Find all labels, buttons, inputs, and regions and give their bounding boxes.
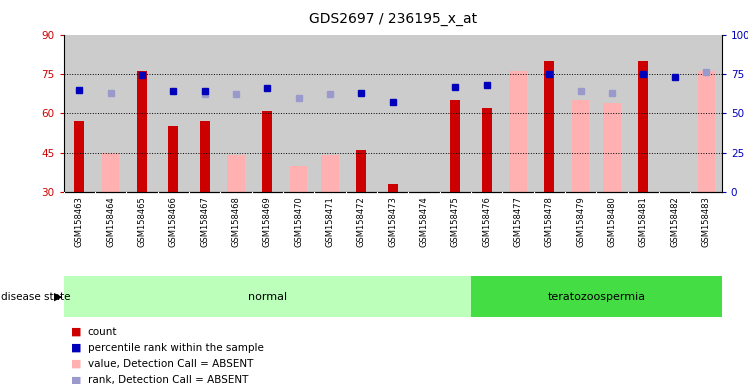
Bar — [534, 35, 565, 192]
Bar — [221, 35, 251, 192]
Bar — [263, 111, 272, 192]
Bar — [450, 100, 461, 192]
Text: value, Detection Call = ABSENT: value, Detection Call = ABSENT — [88, 359, 253, 369]
Text: GSM158468: GSM158468 — [231, 196, 240, 247]
Text: GSM158478: GSM158478 — [545, 196, 554, 247]
Bar — [64, 276, 471, 317]
Text: GSM158481: GSM158481 — [639, 196, 648, 247]
Bar — [314, 35, 346, 192]
Bar — [102, 153, 119, 192]
Bar — [639, 61, 649, 192]
Text: GSM158482: GSM158482 — [670, 196, 679, 247]
Bar — [64, 35, 95, 192]
Text: GSM158479: GSM158479 — [576, 196, 585, 247]
Text: ■: ■ — [71, 343, 82, 353]
Bar — [545, 61, 554, 192]
Bar — [200, 121, 209, 192]
Text: GSM158472: GSM158472 — [357, 196, 366, 247]
Text: GSM158463: GSM158463 — [75, 196, 84, 247]
Text: GSM158474: GSM158474 — [420, 196, 429, 247]
Text: GSM158464: GSM158464 — [106, 196, 115, 247]
Bar — [408, 35, 440, 192]
Text: count: count — [88, 327, 117, 337]
Text: GSM158467: GSM158467 — [200, 196, 209, 247]
Text: GSM158466: GSM158466 — [169, 196, 178, 247]
Text: rank, Detection Call = ABSENT: rank, Detection Call = ABSENT — [88, 375, 248, 384]
Bar — [659, 35, 690, 192]
Text: GSM158469: GSM158469 — [263, 196, 272, 247]
Bar — [628, 35, 659, 192]
Bar — [137, 71, 147, 192]
Text: GSM158480: GSM158480 — [607, 196, 616, 247]
Bar — [74, 121, 85, 192]
Bar — [283, 35, 314, 192]
Bar — [471, 35, 503, 192]
Text: ■: ■ — [71, 327, 82, 337]
Bar — [387, 184, 398, 192]
Bar — [690, 35, 722, 192]
Text: GSM158465: GSM158465 — [138, 196, 147, 247]
Bar — [95, 35, 126, 192]
Bar — [509, 71, 527, 192]
Bar — [227, 155, 245, 192]
Text: GSM158476: GSM158476 — [482, 196, 491, 247]
Bar — [189, 35, 221, 192]
Bar — [322, 155, 339, 192]
Bar — [572, 100, 589, 192]
Text: teratozoospermia: teratozoospermia — [548, 291, 646, 302]
Text: GSM158470: GSM158470 — [294, 196, 303, 247]
Bar — [698, 71, 715, 192]
Text: normal: normal — [248, 291, 287, 302]
Bar — [158, 35, 189, 192]
Text: GSM158473: GSM158473 — [388, 196, 397, 247]
Text: disease state: disease state — [1, 291, 71, 302]
Bar — [356, 150, 367, 192]
Text: GDS2697 / 236195_x_at: GDS2697 / 236195_x_at — [309, 12, 476, 25]
Bar — [471, 276, 722, 317]
Bar — [440, 35, 471, 192]
Text: percentile rank within the sample: percentile rank within the sample — [88, 343, 263, 353]
Bar — [346, 35, 377, 192]
Text: ■: ■ — [71, 359, 82, 369]
Text: GSM158471: GSM158471 — [325, 196, 334, 247]
Bar — [251, 35, 283, 192]
Bar — [565, 35, 596, 192]
Bar — [290, 166, 307, 192]
Text: GSM158477: GSM158477 — [514, 196, 523, 247]
Text: GSM158475: GSM158475 — [451, 196, 460, 247]
Bar — [377, 35, 408, 192]
Text: GSM158483: GSM158483 — [702, 196, 711, 247]
Bar — [482, 108, 491, 192]
Bar — [126, 35, 158, 192]
Text: ▶: ▶ — [54, 291, 63, 302]
Bar — [503, 35, 534, 192]
Bar — [168, 126, 178, 192]
Text: ■: ■ — [71, 375, 82, 384]
Bar — [604, 103, 621, 192]
Bar — [596, 35, 628, 192]
